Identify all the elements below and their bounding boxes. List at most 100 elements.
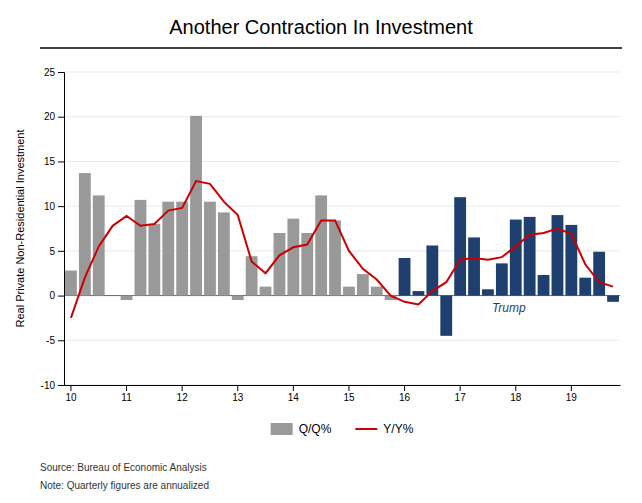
- x-tick-label: 19: [566, 392, 578, 403]
- y-tick: 10: [44, 201, 64, 212]
- y-tick-mark: [58, 72, 64, 73]
- x-tick-label: 16: [399, 392, 411, 403]
- bar: [371, 287, 383, 296]
- x-tick-mark: [293, 385, 294, 391]
- x-tick: 15: [343, 385, 355, 403]
- bar: [593, 252, 605, 296]
- title-rule: [40, 47, 622, 49]
- bar: [204, 202, 216, 296]
- x-tick: 16: [399, 385, 411, 403]
- bar: [538, 275, 550, 296]
- bar: [232, 296, 244, 300]
- y-tick-label: 20: [44, 111, 56, 122]
- y-axis-title: Real Private Non-Residential Investment: [14, 129, 26, 327]
- bar: [607, 296, 619, 302]
- x-tick: 13: [232, 385, 244, 403]
- y-tick-label: 0: [49, 290, 55, 301]
- y-tick-mark: [58, 206, 64, 207]
- bar: [176, 202, 188, 296]
- legend-label: Y/Y%: [383, 422, 413, 436]
- x-tick-mark: [237, 385, 238, 391]
- bar: [121, 296, 133, 300]
- bar: [260, 287, 272, 296]
- x-tick-label: 14: [288, 392, 300, 403]
- grid-line: [64, 385, 620, 386]
- bar: [343, 287, 355, 296]
- grid-line: [64, 206, 620, 207]
- grid-line: [64, 116, 620, 117]
- bar: [468, 237, 480, 295]
- y-axis-line: [58, 73, 65, 386]
- bar: [148, 224, 160, 296]
- bar: [552, 215, 564, 295]
- x-tick-label: 13: [232, 392, 244, 403]
- bar: [440, 296, 452, 336]
- y-tick: 20: [44, 111, 64, 122]
- x-tick: 18: [510, 385, 522, 403]
- x-tick-label: 12: [177, 392, 189, 403]
- grid-line: [64, 340, 620, 341]
- x-axis-line: [65, 385, 621, 386]
- grid-line: [64, 250, 620, 251]
- x-tick-label: 10: [65, 392, 77, 403]
- y-tick-label: 10: [44, 201, 56, 212]
- y-tick-mark: [58, 117, 64, 118]
- x-tick-mark: [348, 385, 349, 391]
- x-tick-label: 15: [343, 392, 355, 403]
- y-tick: -10: [41, 380, 64, 391]
- legend-swatch: [355, 428, 377, 430]
- x-tick-label: 18: [510, 392, 522, 403]
- bar: [287, 219, 299, 296]
- bar: [315, 195, 327, 295]
- bar: [482, 289, 494, 295]
- bar: [496, 263, 508, 295]
- grid-line: [64, 161, 620, 162]
- legend: Q/Q% Y/Y%: [271, 422, 414, 436]
- y-tick-mark: [58, 340, 64, 341]
- bar: [218, 212, 230, 295]
- y-tick-label: 15: [44, 156, 56, 167]
- bar: [510, 220, 522, 296]
- y-tick: -5: [46, 335, 64, 346]
- y-tick-label: -10: [41, 380, 56, 391]
- source: Source: Bureau of Economic Analysis: [40, 462, 207, 473]
- x-tick-label: 11: [121, 392, 132, 403]
- title: Another Contraction In Investment: [169, 16, 473, 38]
- y-tick: 0: [49, 290, 64, 301]
- legend-label: Q/Q%: [299, 422, 332, 436]
- x-tick: 17: [455, 385, 467, 403]
- x-tick-mark: [404, 385, 405, 391]
- legend-item: Q/Q%: [271, 422, 332, 436]
- y-tick-mark: [58, 296, 64, 297]
- chart-svg: Another Contraction In Investment -10 -5 0 5…: [0, 0, 642, 503]
- x-tick-mark: [70, 385, 71, 391]
- bar: [65, 271, 77, 296]
- legend-item: Y/Y%: [355, 422, 413, 436]
- y-tick-label: -5: [46, 335, 55, 346]
- bar: [454, 197, 466, 295]
- x-tick: 14: [288, 385, 300, 403]
- annotation: Trump: [492, 301, 526, 315]
- x-axis: 10 11 12 13 14 15 16 17 18 19: [65, 385, 621, 403]
- bar: [579, 278, 591, 296]
- bar: [274, 233, 286, 296]
- y-tick-mark: [58, 161, 64, 162]
- y-tick-label: 5: [49, 246, 55, 257]
- y-tick: 5: [49, 246, 64, 257]
- bar: [399, 258, 411, 296]
- line: [71, 181, 613, 318]
- y-axis: -10 -5 0 5 10 15 20 25: [41, 67, 65, 391]
- marks: [65, 116, 619, 336]
- plot: -10 -5 0 5 10 15 20 25 10 11 12 13 14 15 16 17 18 19 Trump: [41, 67, 621, 403]
- y-tick: 15: [44, 156, 64, 167]
- x-tick-mark: [515, 385, 516, 391]
- y-tick-mark: [58, 385, 64, 386]
- x-tick: 11: [121, 385, 132, 403]
- bar: [107, 295, 119, 296]
- y-tick-label: 25: [44, 67, 56, 78]
- bar: [135, 200, 147, 296]
- bar: [524, 217, 536, 296]
- note: Note: Quarterly figures are annualized: [40, 480, 209, 491]
- x-tick-label: 17: [455, 392, 467, 403]
- bar: [357, 274, 369, 295]
